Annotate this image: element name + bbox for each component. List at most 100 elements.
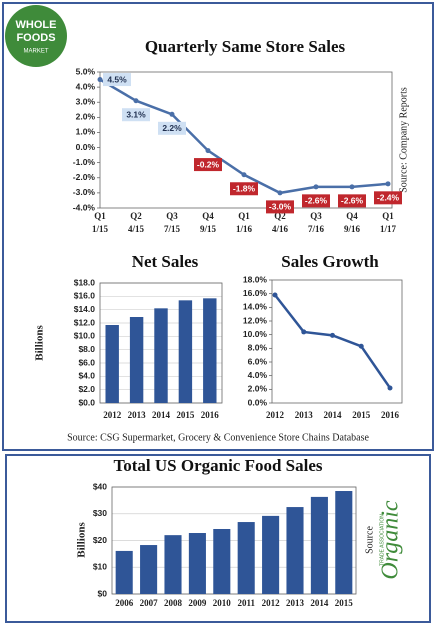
y-tick-label: 8.0% [248,343,268,353]
bar [115,550,133,594]
bar [262,515,280,594]
bar [188,533,206,594]
y-tick-label: $10 [93,562,107,572]
marker [349,184,355,190]
x-tick-label: 4/15 [128,224,145,234]
x-tick-label: 2016 [381,410,400,420]
bottom-panel [5,454,431,623]
bar [286,507,304,594]
y-tick-label: 3.0% [76,96,96,106]
marker [205,148,211,154]
x-tick-label: Q3 [166,211,178,221]
bar [129,317,144,403]
data-label: -2.6% [341,196,364,206]
data-label: 3.1% [126,109,146,119]
x-tick-label: 2013 [286,598,305,608]
marker [133,98,139,104]
x-tick-label: Q2 [130,211,142,221]
y-tick-label: $16.0 [74,291,96,301]
x-tick-label: 2009 [188,598,207,608]
y-tick-label: $2.0 [78,384,95,394]
y-axis-label: Billions [76,522,88,558]
y-tick-label: $0.0 [78,397,95,407]
source: Source: Company Reports [398,87,409,193]
marker [277,190,283,196]
x-tick-label: 2015 [335,598,354,608]
x-tick-label: 1/17 [380,224,397,234]
x-tick-label: Q4 [202,211,214,221]
data-label-box [266,200,294,214]
y-tick-label: $18.0 [74,277,96,287]
x-tick-label: 2010 [213,598,232,608]
data-label: 2.2% [162,123,182,133]
y-tick-label: -2.0% [73,172,96,182]
marker [330,332,335,338]
y-tick-label: -4.0% [73,202,96,212]
y-tick-label: 12.0% [243,315,268,325]
x-tick-label: 2007 [140,598,159,608]
logo-text: FOODS [16,32,55,44]
y-tick-label: $40 [93,481,107,491]
x-tick-label: Q2 [274,211,286,221]
marker [301,329,307,335]
marker [385,181,391,187]
x-tick-label: 2013 [128,410,147,420]
x-tick-label: 2012 [262,598,281,608]
y-tick-label: 1.0% [76,127,96,137]
marker [387,385,393,391]
x-tick-label: 9/15 [200,224,217,234]
x-tick-label: 2015 [352,410,371,420]
y-tick-label: $8.0 [78,344,95,354]
logo-text: MARKET [23,49,48,55]
x-tick-label: Q1 [238,211,250,221]
data-label-box [122,108,150,122]
bar [335,491,353,594]
x-tick-label: 2015 [176,410,195,420]
y-tick-label: 2.0% [248,384,268,394]
data-label: -0.2% [197,159,220,169]
chart-title: Sales Growth [281,252,379,271]
data-label: 4.5% [107,74,127,84]
plot-frame [99,71,393,209]
y-tick-label: $4.0 [78,371,95,381]
bar [164,535,182,594]
data-label-box [230,182,258,196]
logo [5,5,67,67]
x-tick-label: 1/16 [236,224,253,234]
y-tick-label: 18.0% [243,274,268,284]
y-tick-label: 6.0% [248,356,268,366]
y-tick-label: 16.0% [243,288,268,298]
source: Source [364,526,375,554]
data-label: -3.0% [269,202,292,212]
x-tick-label: 2014 [324,410,343,420]
organic-logo: Organic [378,500,404,579]
data-label-box [103,73,131,87]
y-tick-label: $14.0 [74,304,96,314]
chart-title: Total US Organic Food Sales [113,456,322,475]
x-tick-label: 4/16 [272,224,289,234]
y-tick-label: 14.0% [243,302,268,312]
y-tick-label: $10.0 [74,331,96,341]
bar [213,528,231,594]
x-tick-label: 9/16 [344,224,361,234]
bar [237,522,255,594]
y-tick-label: 0.0% [248,397,268,407]
x-tick-label: 2012 [266,410,285,420]
data-label: -2.6% [305,196,328,206]
x-tick-label: 2006 [115,598,134,608]
chart-title: Quarterly Same Store Sales [145,37,346,56]
y-tick-label: 10.0% [243,329,268,339]
marker [272,292,278,298]
y-tick-label: 4.0% [248,370,268,380]
x-tick-label: Q1 [382,211,394,221]
x-tick-label: 2012 [103,410,122,420]
data-label-box [158,121,186,135]
x-tick-label: 2013 [295,410,314,420]
x-tick-label: 7/15 [164,224,181,234]
top-panel [2,2,434,451]
y-tick-label: 5.0% [76,66,96,76]
marker [241,172,247,178]
logo-text: WHOLE [16,19,57,31]
organic-logo-sub: TRADE ASSOCIATION [379,514,385,566]
